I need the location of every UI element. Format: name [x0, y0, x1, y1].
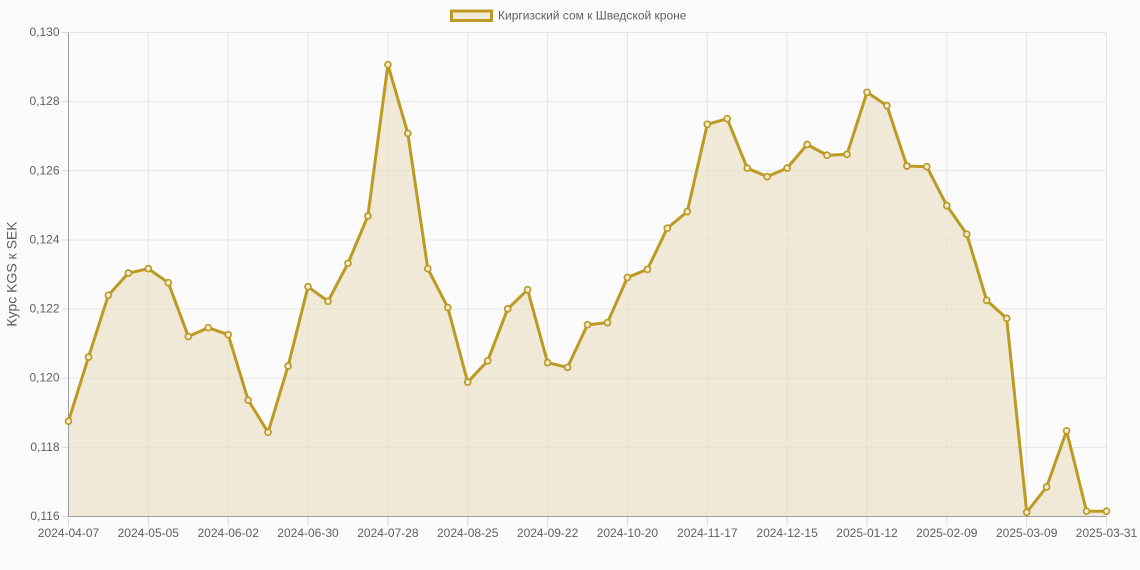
svg-text:2024-05-05: 2024-05-05 [118, 526, 180, 540]
svg-text:0,122: 0,122 [29, 302, 59, 316]
svg-text:2024-06-02: 2024-06-02 [198, 526, 260, 540]
svg-text:0,124: 0,124 [29, 232, 59, 246]
svg-text:0,126: 0,126 [29, 163, 59, 177]
svg-text:0,118: 0,118 [30, 440, 59, 454]
svg-text:2024-04-07: 2024-04-07 [38, 526, 100, 540]
svg-text:2025-01-12: 2025-01-12 [836, 526, 898, 540]
svg-text:2025-02-09: 2025-02-09 [916, 526, 978, 540]
svg-text:0,116: 0,116 [30, 509, 59, 523]
svg-text:2025-03-31: 2025-03-31 [1076, 526, 1138, 540]
svg-text:2024-11-17: 2024-11-17 [677, 526, 738, 540]
svg-text:0,128: 0,128 [29, 94, 59, 108]
svg-text:Курс KGS к SEK: Курс KGS к SEK [4, 221, 20, 327]
svg-text:0,120: 0,120 [29, 371, 59, 385]
svg-text:2024-10-20: 2024-10-20 [597, 526, 659, 540]
svg-text:2024-06-30: 2024-06-30 [277, 526, 339, 540]
svg-text:2025-03-09: 2025-03-09 [996, 526, 1058, 540]
svg-text:2024-07-28: 2024-07-28 [357, 526, 419, 540]
svg-text:2024-12-15: 2024-12-15 [756, 526, 818, 540]
svg-text:Киргизский сом к Шведской крон: Киргизский сом к Шведской кроне [498, 9, 687, 23]
svg-text:0,130: 0,130 [29, 25, 59, 39]
svg-text:2024-08-25: 2024-08-25 [437, 526, 499, 540]
svg-text:2024-09-22: 2024-09-22 [517, 526, 579, 540]
